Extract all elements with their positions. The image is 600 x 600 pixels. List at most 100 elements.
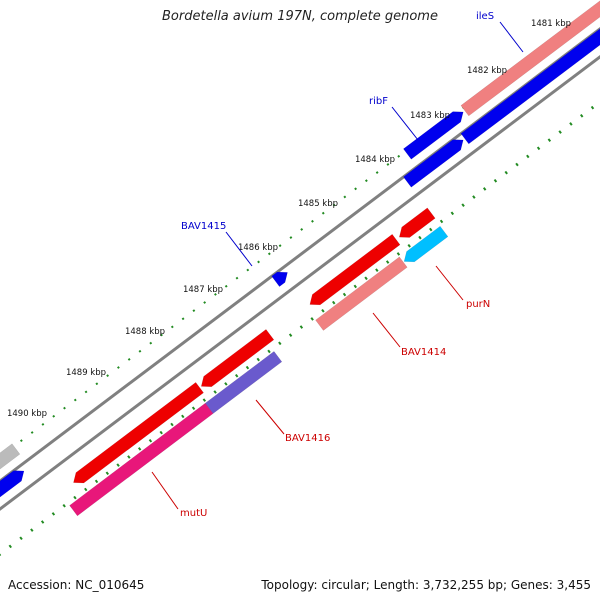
inner-tick [590, 105, 595, 110]
labels: 1481 kbp 1482 kbp 1483 kbp 1484 kbp 1485 kbp… [7, 11, 571, 519]
outer-tick [278, 244, 282, 248]
accession-text: Accession: NC_010645 [8, 578, 145, 592]
outer-tick [138, 349, 142, 353]
inner-tick [30, 528, 34, 532]
outer-tick [375, 171, 379, 174]
inner-tick [202, 398, 207, 402]
outer-tick [19, 439, 23, 443]
gene-label-ribF: ribF [369, 96, 388, 107]
ruler-tick-label: 1487 kbp [183, 285, 223, 295]
ruler-tick-label: 1488 kbp [125, 327, 165, 337]
outer-tick [84, 390, 88, 394]
gene-leader-line [499, 21, 524, 53]
gene-leader-line [255, 399, 285, 435]
gene-label-purN: purN [466, 299, 490, 310]
backbone-line-outer [0, 54, 600, 511]
gene-ileS-upper [460, 0, 600, 117]
inner-tick [234, 373, 239, 378]
ruler-tick-label: 1482 kbp [467, 66, 507, 76]
outer-tick [267, 252, 271, 256]
outer-tick [321, 211, 325, 215]
outer-tick [30, 431, 34, 434]
outer-tick [235, 276, 239, 280]
ruler-tick-label: 1485 kbp [298, 199, 338, 209]
outer-tick [160, 333, 163, 337]
outer-tick [397, 154, 401, 158]
map-title: Bordetella avium 197N, complete genome [162, 9, 438, 24]
gene-label-BAV1415: BAV1415 [181, 221, 226, 232]
inner-tick [170, 422, 174, 427]
outer-tick [52, 414, 56, 418]
gene-label-mutU: mutU [180, 508, 207, 519]
inner-tick [62, 503, 66, 508]
outer-tick [181, 317, 185, 321]
gene-features [0, 0, 600, 517]
inner-tick [396, 252, 401, 256]
inner-tick [439, 219, 444, 224]
inner-tick [353, 284, 357, 289]
outer-tick [116, 366, 120, 369]
inner-tick [461, 203, 465, 207]
inner-tick [127, 455, 131, 459]
outer-tick [257, 260, 260, 264]
gene-BAV1414-lower [315, 256, 408, 331]
outer-tick [300, 228, 304, 231]
inner-tick [299, 325, 304, 329]
inner-tick [332, 300, 336, 305]
outer-tick [41, 423, 45, 426]
inner-tick [116, 463, 120, 467]
inner-tick [558, 130, 562, 134]
outer-tick [106, 374, 110, 378]
outer-tick [332, 203, 336, 207]
inner-tick [375, 268, 379, 272]
inner-tick [547, 138, 552, 142]
inner-tick [51, 512, 56, 516]
outer-tick [63, 406, 66, 410]
gene-BAV1414 [309, 233, 401, 306]
inner-tick [148, 438, 153, 443]
inner-tick [418, 235, 422, 240]
inner-tick [73, 495, 77, 500]
outer-tick [127, 358, 131, 361]
ruler-tick-label: 1489 kbp [66, 368, 106, 378]
inner-tick [40, 520, 45, 524]
inner-tick [224, 382, 228, 386]
gene-purN-upper [399, 207, 436, 238]
outer-tick [343, 195, 347, 199]
gene-BAV1415 [271, 271, 288, 287]
inner-tick [191, 406, 196, 411]
outer-tick [354, 187, 357, 191]
outer-tick [203, 301, 207, 304]
outer-tick [73, 398, 77, 402]
gene-leader-line [151, 471, 179, 510]
inner-tick [536, 146, 541, 151]
inner-tick [159, 430, 163, 435]
inner-tick [94, 479, 99, 484]
inner-tick [493, 178, 498, 183]
inner-tick [105, 471, 110, 476]
gene-label-BAV1416: BAV1416 [285, 433, 330, 444]
outer-tick [149, 341, 153, 345]
outer-tick [214, 293, 217, 296]
inner-tick [472, 195, 476, 199]
gene-BAV1416-lower [204, 351, 283, 414]
gene-leader-line [225, 231, 253, 267]
inner-tick [407, 243, 411, 248]
gene-BAV1416 [200, 329, 275, 387]
inner-tick [515, 162, 519, 167]
inner-tick [569, 122, 573, 126]
gene-ribF-upper [403, 111, 464, 160]
outer-tick [364, 179, 368, 183]
inner-tick [385, 260, 390, 264]
outer-tick [386, 163, 390, 166]
gene-label-ileS: ileS [476, 11, 494, 22]
ruler-tick-label: 1483 kbp [410, 111, 450, 121]
outer-tick [95, 382, 99, 386]
gene-mutU [69, 402, 214, 517]
inner-tick [137, 447, 142, 451]
inner-tick [181, 414, 185, 419]
gene-label-BAV1414: BAV1414 [401, 347, 446, 358]
gene-leader-line [391, 106, 419, 141]
gene-ribF [403, 139, 464, 188]
